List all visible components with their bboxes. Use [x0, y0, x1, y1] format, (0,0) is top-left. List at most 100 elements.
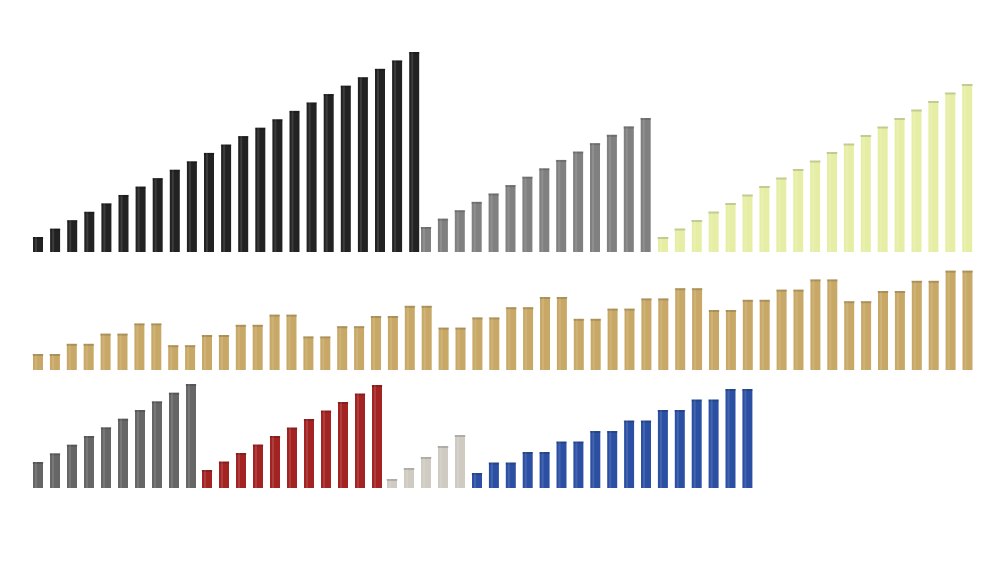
rod-highlight	[339, 326, 342, 370]
rod	[488, 462, 499, 488]
rod-cap	[640, 118, 652, 120]
rod-cap	[302, 336, 314, 339]
rod	[372, 385, 382, 488]
rod-cap	[323, 94, 335, 97]
rod	[606, 134, 617, 252]
rod	[877, 126, 888, 252]
rod-cap	[657, 410, 669, 412]
rod-cap	[555, 159, 567, 162]
rod	[759, 186, 770, 252]
rod	[255, 127, 266, 252]
rod-cap	[169, 169, 181, 172]
rod-cap	[151, 401, 163, 404]
rod	[218, 335, 229, 370]
rod	[962, 270, 973, 370]
rod	[66, 343, 77, 370]
rod-highlight	[947, 92, 950, 252]
rod-highlight	[524, 176, 527, 252]
rod-cap	[572, 441, 584, 444]
rod	[573, 318, 584, 370]
rod-highlight	[660, 298, 663, 370]
rod-cap	[944, 92, 956, 95]
rod-cap	[353, 326, 365, 329]
rod-cap	[809, 279, 821, 282]
rod-highlight	[727, 203, 730, 252]
rod	[118, 418, 128, 488]
rod	[471, 201, 482, 252]
rod	[100, 333, 111, 370]
rod-cap	[623, 420, 635, 423]
rod	[691, 399, 702, 488]
rod	[186, 161, 197, 252]
rod-cap	[134, 410, 146, 412]
rod	[742, 194, 753, 252]
rod-cap	[488, 462, 500, 465]
rod	[607, 308, 618, 370]
rod	[827, 279, 838, 370]
rod-highlight	[693, 399, 696, 488]
rod-cap	[691, 220, 703, 222]
rod-cap	[135, 186, 147, 189]
rod	[506, 307, 517, 370]
rod-cap	[471, 201, 483, 204]
rod-cap	[505, 185, 516, 188]
rod-highlight	[676, 410, 679, 488]
rod	[84, 436, 94, 488]
rod-cap	[572, 151, 584, 154]
rod-highlight	[325, 94, 328, 252]
rod	[357, 77, 368, 253]
rod-highlight	[440, 327, 443, 370]
rod	[742, 389, 753, 488]
rod	[590, 143, 600, 252]
rod-cap	[118, 194, 129, 197]
rod	[354, 326, 365, 370]
rod	[437, 218, 448, 252]
rod-cap	[337, 402, 349, 404]
rod-highlight	[930, 280, 933, 370]
rod	[438, 327, 449, 370]
rod-highlight	[727, 310, 730, 370]
rod-highlight	[829, 279, 832, 370]
rod-highlight	[439, 218, 442, 252]
rod-highlight	[406, 305, 409, 370]
rod-highlight	[558, 159, 561, 252]
rod-cap	[589, 431, 601, 433]
rod-highlight	[308, 102, 311, 252]
rod	[33, 354, 43, 370]
rod-cap	[894, 291, 906, 293]
rod	[742, 299, 753, 370]
rod-highlight	[575, 151, 578, 252]
rod-cap	[640, 298, 652, 301]
rod-highlight	[795, 169, 798, 252]
rod	[168, 345, 179, 370]
rod-cap	[623, 126, 635, 129]
rod-highlight	[812, 160, 815, 252]
rod-cap	[117, 333, 128, 336]
rod-cap	[691, 288, 703, 291]
rod	[708, 399, 719, 488]
rod	[945, 270, 956, 370]
rod	[725, 310, 736, 370]
rod	[303, 336, 314, 370]
rod	[338, 402, 348, 488]
rod	[152, 178, 163, 252]
rod	[556, 159, 567, 252]
rod	[219, 461, 229, 488]
rod-cap	[66, 444, 78, 447]
rod-cap	[860, 301, 872, 304]
rod-cap	[354, 393, 366, 396]
rod-cap	[201, 335, 213, 337]
rod-cap	[387, 316, 399, 318]
rod-cap	[539, 297, 551, 299]
rod	[522, 176, 533, 252]
rod	[455, 327, 466, 370]
rod-highlight	[643, 420, 645, 488]
rod-highlight	[863, 301, 866, 370]
rod-cap	[657, 298, 669, 301]
rod-cap	[606, 431, 618, 433]
rod	[505, 185, 516, 252]
rod-cap	[674, 410, 686, 412]
rod-cap	[235, 324, 247, 327]
rod-highlight	[473, 201, 476, 252]
rod-highlight	[710, 399, 713, 488]
